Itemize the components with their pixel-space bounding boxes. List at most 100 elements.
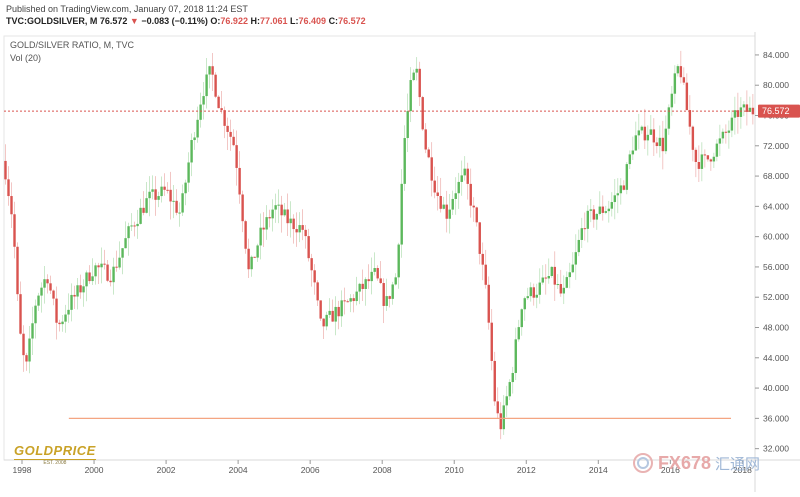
candle-body [268, 217, 271, 219]
candle-body [379, 278, 382, 284]
candle-body [511, 372, 514, 383]
y-tick-label: 72.000 [763, 141, 789, 151]
candle-body [148, 191, 151, 199]
candle-body [226, 125, 229, 132]
change-value: −0.083 (−0.11%) [141, 16, 208, 26]
candle-body [568, 272, 572, 278]
candle-body [748, 107, 752, 112]
candle-body [154, 189, 157, 200]
candle-body [241, 194, 244, 222]
candle-body [238, 167, 241, 195]
candle-body [34, 305, 37, 324]
candle-body [607, 208, 611, 212]
x-tick-label: 2002 [157, 465, 176, 475]
candle-body [10, 196, 13, 215]
candle-body [661, 137, 665, 152]
candle-body [484, 264, 487, 285]
candle-body [388, 296, 391, 299]
candle-body [412, 72, 415, 81]
candle-body [256, 245, 259, 258]
candle-body [358, 283, 361, 292]
candle-body [325, 314, 328, 327]
candle-body [145, 198, 148, 213]
candle-body [493, 360, 496, 402]
candle-body [667, 107, 671, 129]
candles-group [4, 50, 755, 440]
candle-body [436, 192, 439, 196]
candle-body [544, 277, 547, 279]
candle-body [190, 140, 193, 163]
candle-body [598, 206, 602, 214]
published-header: Published on TradingView.com, January 07… [6, 4, 248, 14]
candle-body [706, 155, 710, 160]
candle-body [136, 223, 139, 227]
candle-body [658, 137, 662, 147]
candle-body [163, 186, 166, 190]
candle-body [460, 175, 463, 182]
candle-body [337, 306, 340, 317]
candle-body [196, 119, 199, 138]
candle-body [307, 236, 310, 259]
goldprice-logo: GOLDPRICE EST. 2008 [14, 443, 96, 466]
y-tick-label: 32.000 [763, 444, 789, 454]
y-tick-label: 40.000 [763, 383, 789, 393]
y-tick-label: 68.000 [763, 171, 789, 181]
candle-body [739, 107, 743, 117]
candle-body [361, 283, 364, 289]
candle-body [730, 117, 734, 131]
candle-body [124, 238, 127, 249]
y-tick-label: 64.000 [763, 201, 789, 211]
x-tick-label: 2016 [661, 465, 680, 475]
down-triangle-icon: ▼ [129, 16, 139, 26]
candle-body [106, 264, 109, 281]
candle-body [247, 248, 250, 270]
candle-body [313, 270, 316, 283]
candle-body [370, 271, 373, 282]
candle-body [577, 239, 581, 253]
candle-body [100, 263, 103, 268]
candle-body [424, 129, 427, 150]
x-tick-label: 2006 [301, 465, 320, 475]
y-tick-label: 52.000 [763, 292, 789, 302]
candle-body [16, 246, 19, 295]
x-tick-label: 2008 [373, 465, 392, 475]
candle-body [223, 110, 226, 126]
candle-body [445, 204, 448, 219]
high-value: 77.061 [259, 16, 288, 26]
candle-body [694, 149, 698, 162]
candle-body [715, 143, 719, 157]
candle-body [490, 322, 493, 361]
candle-body [91, 276, 94, 282]
candle-body [310, 258, 313, 271]
last-price: 76.572 [99, 16, 128, 26]
candle-body [742, 104, 746, 108]
candle-body [526, 296, 529, 299]
candle-body [451, 198, 454, 210]
candle-body [535, 294, 538, 298]
candle-body [298, 225, 301, 233]
candle-body [457, 181, 460, 194]
candle-body [262, 227, 265, 230]
open-label: O: [210, 16, 221, 26]
x-tick-label: 2012 [517, 465, 536, 475]
candle-body [604, 211, 608, 213]
candle-body [367, 279, 370, 282]
candle-body [340, 300, 343, 317]
x-tick-label: 2004 [229, 465, 248, 475]
candle-body [331, 310, 334, 322]
y-tick-label: 56.000 [763, 262, 789, 272]
candle-body [28, 338, 31, 362]
candle-body [391, 284, 394, 299]
goldprice-brand: GOLDPRICE [14, 443, 96, 458]
candle-body [541, 277, 544, 283]
candle-body [286, 209, 289, 224]
candle-body [211, 66, 214, 75]
chart-area[interactable]: 32.000 36.000 40.000 44.000 48.000 52.000 56.0… [0, 32, 800, 492]
candle-body [208, 66, 211, 75]
candle-body [343, 300, 346, 302]
candlestick-chart[interactable]: 32.000 36.000 40.000 44.000 48.000 52.000 56.0… [0, 32, 800, 492]
candle-body [724, 131, 728, 133]
y-tick-label: 60.000 [763, 232, 789, 242]
candle-body [523, 298, 526, 310]
candle-body [421, 97, 424, 130]
